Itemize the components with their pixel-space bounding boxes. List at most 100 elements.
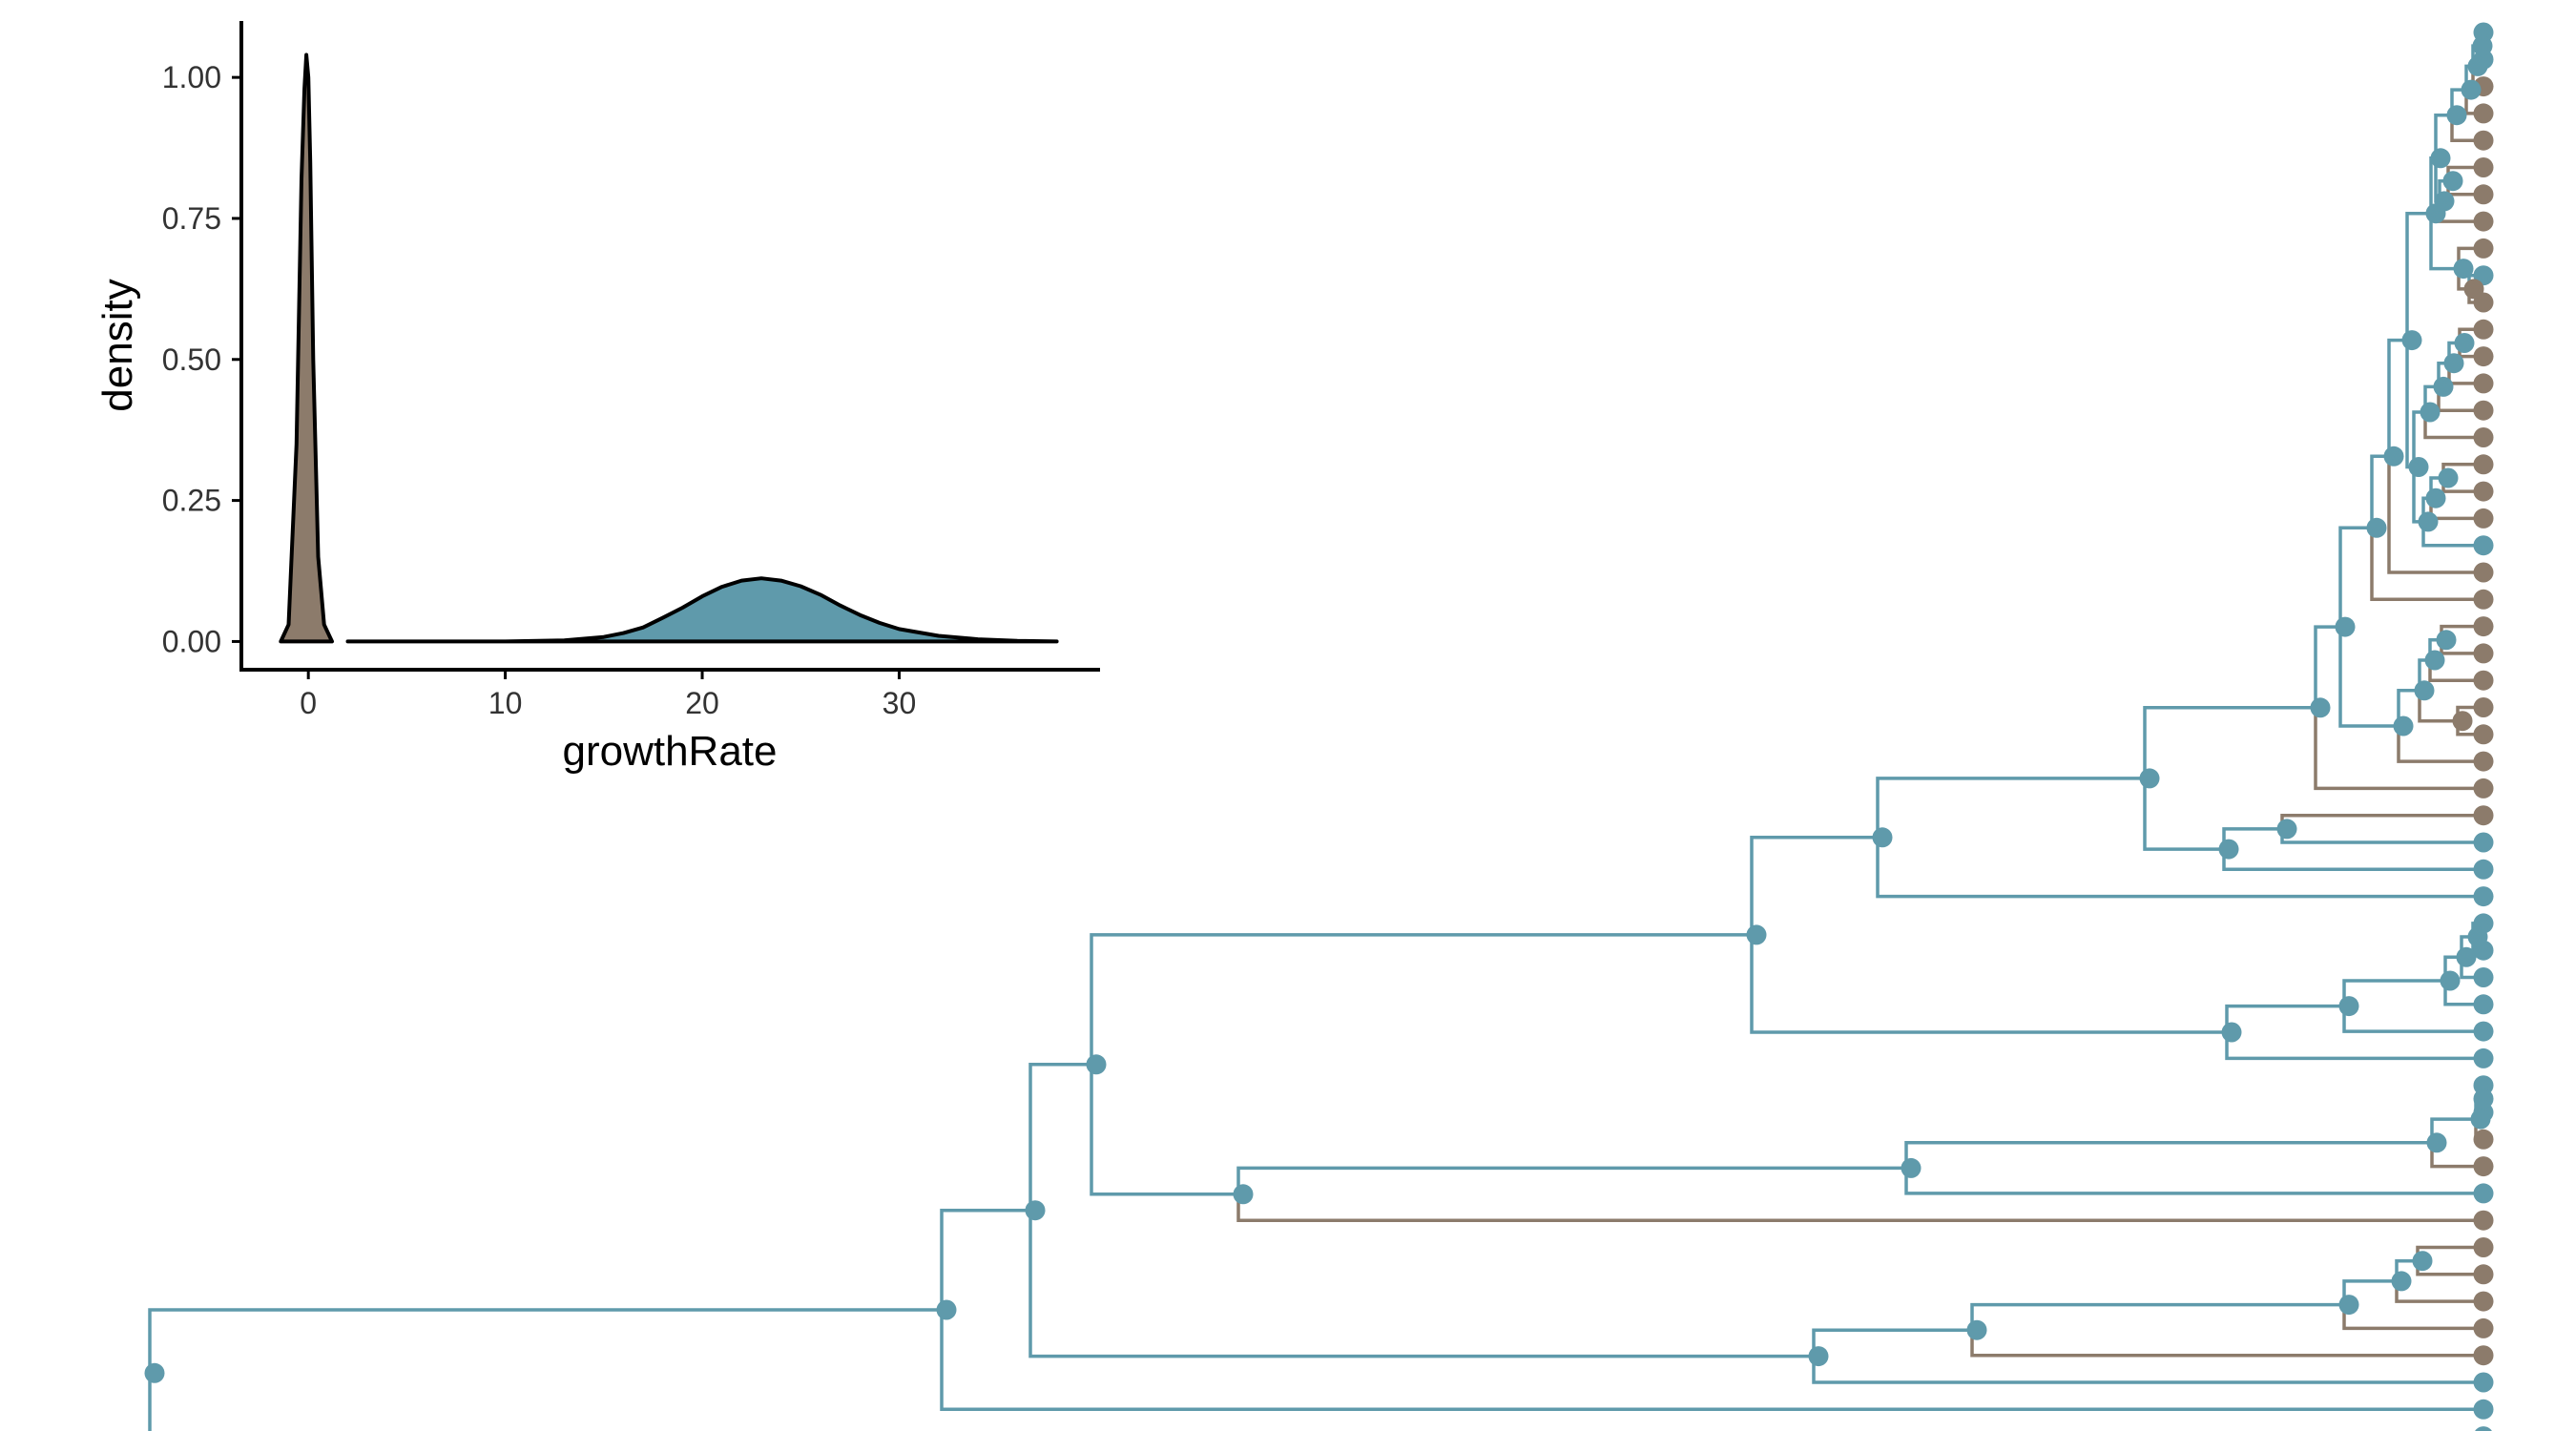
tip-node [2473,130,2494,151]
tip-node [2473,1317,2494,1338]
tip-node [2473,994,2494,1015]
tree-branch [1750,934,2227,1034]
tree-branch [2370,454,2389,529]
internal-node [2221,1022,2242,1043]
tip-node [2473,1021,2494,1042]
tip-node [2473,373,2494,394]
tip-node [2473,670,2494,691]
tip-node [2473,562,2494,583]
tree-branch [940,1208,1030,1310]
internal-node [2443,353,2464,374]
tip-node [2473,751,2494,772]
tip-node [2473,238,2494,259]
internal-node [2401,330,2422,351]
internal-node [2430,148,2451,169]
tip-node [2473,589,2494,610]
density-area-blue [345,576,1059,644]
internal-node [1746,924,1767,945]
internal-node [144,1362,165,1383]
internal-node [2218,839,2239,860]
internal-node [2310,697,2331,718]
y-tick-label: 0.50 [162,342,221,377]
internal-node [936,1299,957,1320]
internal-node [1025,1200,1046,1221]
tip-node [2473,481,2494,502]
tree-branch [2429,213,2459,271]
tree-branch [1028,1063,1091,1211]
x-tick-label: 30 [883,686,917,720]
x-tick-label: 10 [488,686,523,720]
y-tick-label: 0.75 [162,201,221,236]
internal-node [1901,1157,1922,1178]
internal-node [1233,1184,1254,1205]
internal-node [2414,680,2435,701]
y-axis-title: density [94,279,141,411]
tree-branch [2387,456,2483,574]
tree-branch [1028,1210,1814,1358]
x-tick-label: 20 [685,686,719,720]
internal-node [2420,402,2441,423]
tree-branch [1090,933,1752,1065]
tree-branch [2405,211,2431,341]
tip-node [2473,1047,2494,1068]
tip-node [2473,427,2494,447]
y-tick-label: 0.00 [162,624,221,658]
tip-node [2473,616,2494,637]
tree-branch [940,1310,2483,1412]
tree-branch [2314,625,2340,708]
tree-branch [2418,690,2458,723]
tree-branch [2143,778,2224,851]
tip-node [2473,346,2494,367]
tip-node [2473,535,2494,556]
tip-node [2473,1183,2494,1204]
tree-branch [2314,707,2483,791]
tip-node [2473,508,2494,529]
internal-node [2408,457,2429,477]
tree-branch [1750,836,1878,935]
internal-node [2412,1251,2433,1272]
internal-node [2453,259,2474,280]
density-inset-chart: 0.000.250.500.751.00 0 10 20 30 growthRate … [94,21,1100,775]
internal-node [2338,996,2359,1017]
tip-node [2473,1210,2494,1231]
tip-node [2473,1345,2494,1366]
tree-branch [1876,777,2145,838]
internal-node [1086,1054,1107,1075]
density-area-brown [279,52,334,644]
tip-node [2473,319,2494,340]
internal-node [2446,105,2467,126]
tip-node [2475,1426,2492,1431]
tree-branch [2338,627,2399,728]
y-tick-label: 1.00 [162,60,221,94]
x-axis-ticks: 0 10 20 30 [300,670,916,720]
internal-node [2461,79,2482,100]
tree-branch [148,1308,942,1374]
tip-node [2473,103,2494,124]
y-axis-ticks: 0.00 0.25 0.50 0.75 1.00 [162,60,241,658]
tip-node [2473,724,2494,745]
internal-node [1966,1319,1987,1340]
internal-node [2424,650,2445,671]
tree-nodes [144,22,2494,1431]
tip-node [2473,1291,2494,1312]
tree-branch [2387,338,2407,457]
internal-node [2426,1132,2447,1153]
internal-node [2338,1295,2359,1316]
tip-node [2473,967,2494,987]
tip-node [2473,1399,2494,1420]
internal-node [2433,376,2454,397]
tree-branch [2397,689,2420,726]
tip-node [2473,1237,2494,1257]
internal-node [2470,1109,2491,1130]
tip-node [2473,454,2494,475]
tip-node [2473,1372,2494,1393]
tip-node [2473,643,2494,664]
internal-node [2467,55,2488,76]
tree-branch [2434,113,2452,158]
internal-node [2335,616,2356,637]
density-areas [279,52,1059,644]
tip-node [2473,832,2494,853]
tree-branch [2338,526,2372,628]
tree-branch [2143,706,2316,778]
